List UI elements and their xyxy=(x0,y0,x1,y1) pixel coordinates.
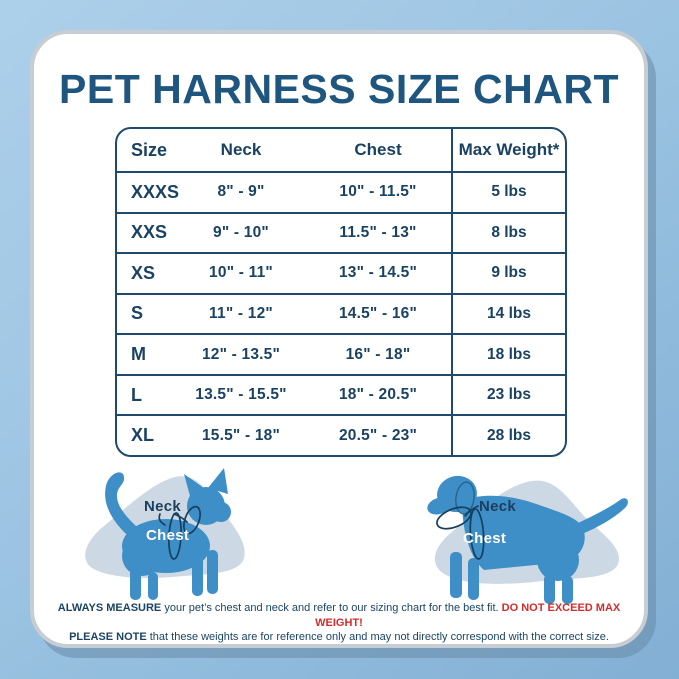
size-cell: S xyxy=(131,303,144,324)
cat-measure-diagram: Neck Chest xyxy=(78,464,253,604)
neck-label-pointer xyxy=(464,505,479,517)
footer-note-line2: PLEASE NOTE that these weights are for r… xyxy=(52,630,626,645)
chest-cell: 16" - 18" xyxy=(345,345,411,363)
table-row: XXXS 8" - 9" 10" - 11.5" 5 lbs xyxy=(117,171,565,212)
footer-note-line1: ALWAYS MEASURE your pet’s chest and neck… xyxy=(52,601,626,630)
table-row: S 11" - 12" 14.5" - 16" 14 lbs xyxy=(117,292,565,334)
size-cell: M xyxy=(131,344,146,365)
table-row: M 12" - 13.5" 16" - 18" 18 lbs xyxy=(117,333,565,374)
dog-measure-diagram: Neck Chest xyxy=(420,464,630,604)
cat-silhouette xyxy=(105,468,231,600)
cat-chest-label: Chest xyxy=(146,527,190,544)
always-measure-text: ALWAYS MEASURE xyxy=(57,602,162,614)
chest-cell: 18" - 20.5" xyxy=(338,386,418,404)
table-header-row: Size Neck Chest Max Weight* xyxy=(117,129,565,171)
neck-cell: 11" - 12" xyxy=(209,304,273,322)
footer-note: ALWAYS MEASURE your pet’s chest and neck… xyxy=(52,601,626,645)
header-neck: Neck xyxy=(220,140,262,159)
size-cell: XL xyxy=(131,425,155,446)
neck-cell: 8" - 9" xyxy=(217,183,265,201)
dog-chest-measure-loop xyxy=(469,508,485,560)
chest-cell: 11.5" - 13" xyxy=(339,223,417,241)
chest-cell: 13" - 14.5" xyxy=(338,264,418,282)
max-weight-cell: 14 lbs xyxy=(451,294,565,334)
max-weight-warning-text: DO NOT EXCEED MAX WEIGHT! xyxy=(315,602,621,629)
size-cell: XS xyxy=(131,262,156,283)
size-cell: L xyxy=(131,384,142,405)
cat-neck-label: Neck xyxy=(144,498,182,515)
max-weight-cell: 28 lbs xyxy=(451,416,565,455)
reference-disclaimer-text: that these weights are for reference onl… xyxy=(146,631,609,643)
neck-cell: 10" - 11" xyxy=(209,264,273,282)
chest-cell: 10" - 11.5" xyxy=(339,183,417,201)
header-size: Size xyxy=(131,139,168,160)
size-cell: XXS xyxy=(131,222,168,243)
max-weight-cell: 23 lbs xyxy=(451,375,565,415)
max-weight-cell: 8 lbs xyxy=(451,213,565,253)
dog-chest-label: Chest xyxy=(463,530,507,547)
size-table: Size Neck Chest Max Weight* XXXS 8" - 9"… xyxy=(115,127,567,457)
neck-cell: 12" - 13.5" xyxy=(201,345,281,363)
chest-cell: 20.5" - 23" xyxy=(338,426,418,444)
neck-cell: 15.5" - 18" xyxy=(201,426,281,444)
cat-illustration xyxy=(85,468,245,600)
dog-silhouette xyxy=(427,475,628,604)
please-note-text: PLEASE NOTE xyxy=(69,631,147,643)
chart-title: PET HARNESS SIZE CHART xyxy=(59,66,619,112)
neck-cell: 9" - 10" xyxy=(213,223,269,241)
neck-cell: 13.5" - 15.5" xyxy=(195,386,287,404)
table-row: XXS 9" - 10" 11.5" - 13" 8 lbs xyxy=(117,211,565,253)
header-max-weight: Max Weight* xyxy=(451,129,565,171)
dog-ear xyxy=(455,481,475,515)
size-cell: XXXS xyxy=(131,181,180,202)
table-row: L 13.5" - 15.5" 18" - 20.5" 23 lbs xyxy=(117,373,565,415)
chest-cell: 14.5" - 16" xyxy=(338,304,418,322)
neck-label-pointer xyxy=(173,513,188,523)
dog-neck-label: Neck xyxy=(479,498,517,515)
dog-illustration xyxy=(427,475,628,604)
cat-neck-measure-loop xyxy=(183,505,201,535)
table-row: XS 10" - 11" 13" - 14.5" 9 lbs xyxy=(117,252,565,293)
neck-label-pointer xyxy=(158,513,166,526)
header-chest: Chest xyxy=(354,140,402,159)
max-weight-cell: 5 lbs xyxy=(451,173,565,212)
size-chart-card: PET HARNESS SIZE CHART Size Neck Chest M… xyxy=(30,30,648,648)
cat-chest-measure-loop xyxy=(168,512,182,560)
measure-instruction-text: your pet’s chest and neck and refer to o… xyxy=(161,602,502,614)
max-weight-cell: 18 lbs xyxy=(451,335,565,374)
table-row: XL 15.5" - 18" 20.5" - 23" 28 lbs xyxy=(117,414,565,455)
max-weight-cell: 9 lbs xyxy=(451,254,565,293)
